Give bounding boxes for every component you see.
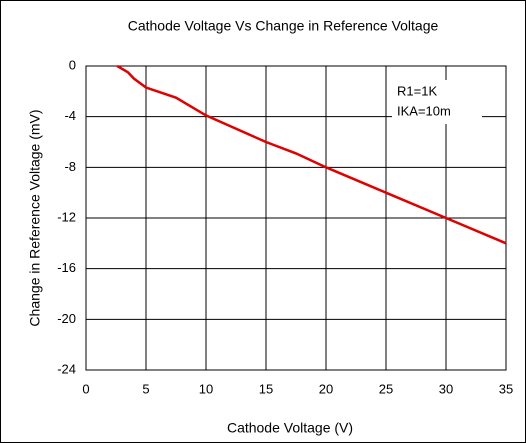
- x-tick-label: 15: [259, 381, 273, 396]
- y-tick-label: -8: [64, 159, 76, 174]
- x-tick-label: 10: [199, 381, 213, 396]
- x-tick-label: 5: [142, 381, 149, 396]
- chart-title: Cathode Voltage Vs Change in Reference V…: [128, 18, 439, 34]
- y-tick-label: -16: [57, 260, 76, 275]
- annotation: R1=1K: [397, 83, 437, 98]
- x-tick-label: 20: [319, 381, 333, 396]
- y-tick-label: -4: [64, 108, 76, 123]
- annotation-box: [392, 80, 482, 124]
- y-tick-label: -24: [57, 361, 76, 376]
- x-tick-label: 30: [439, 381, 453, 396]
- y-tick-label: 0: [69, 57, 76, 72]
- x-tick-label: 25: [379, 381, 393, 396]
- y-axis-label: Change in Reference Voltage (mV): [27, 109, 43, 326]
- y-tick-label: -12: [57, 209, 76, 224]
- x-axis-label: Cathode Voltage (V): [227, 420, 353, 436]
- x-tick-label: 0: [82, 381, 89, 396]
- y-tick-label: -20: [57, 311, 76, 326]
- annotation: IKA=10m: [397, 103, 451, 118]
- data-line: [116, 64, 507, 245]
- x-tick-label: 35: [499, 381, 513, 396]
